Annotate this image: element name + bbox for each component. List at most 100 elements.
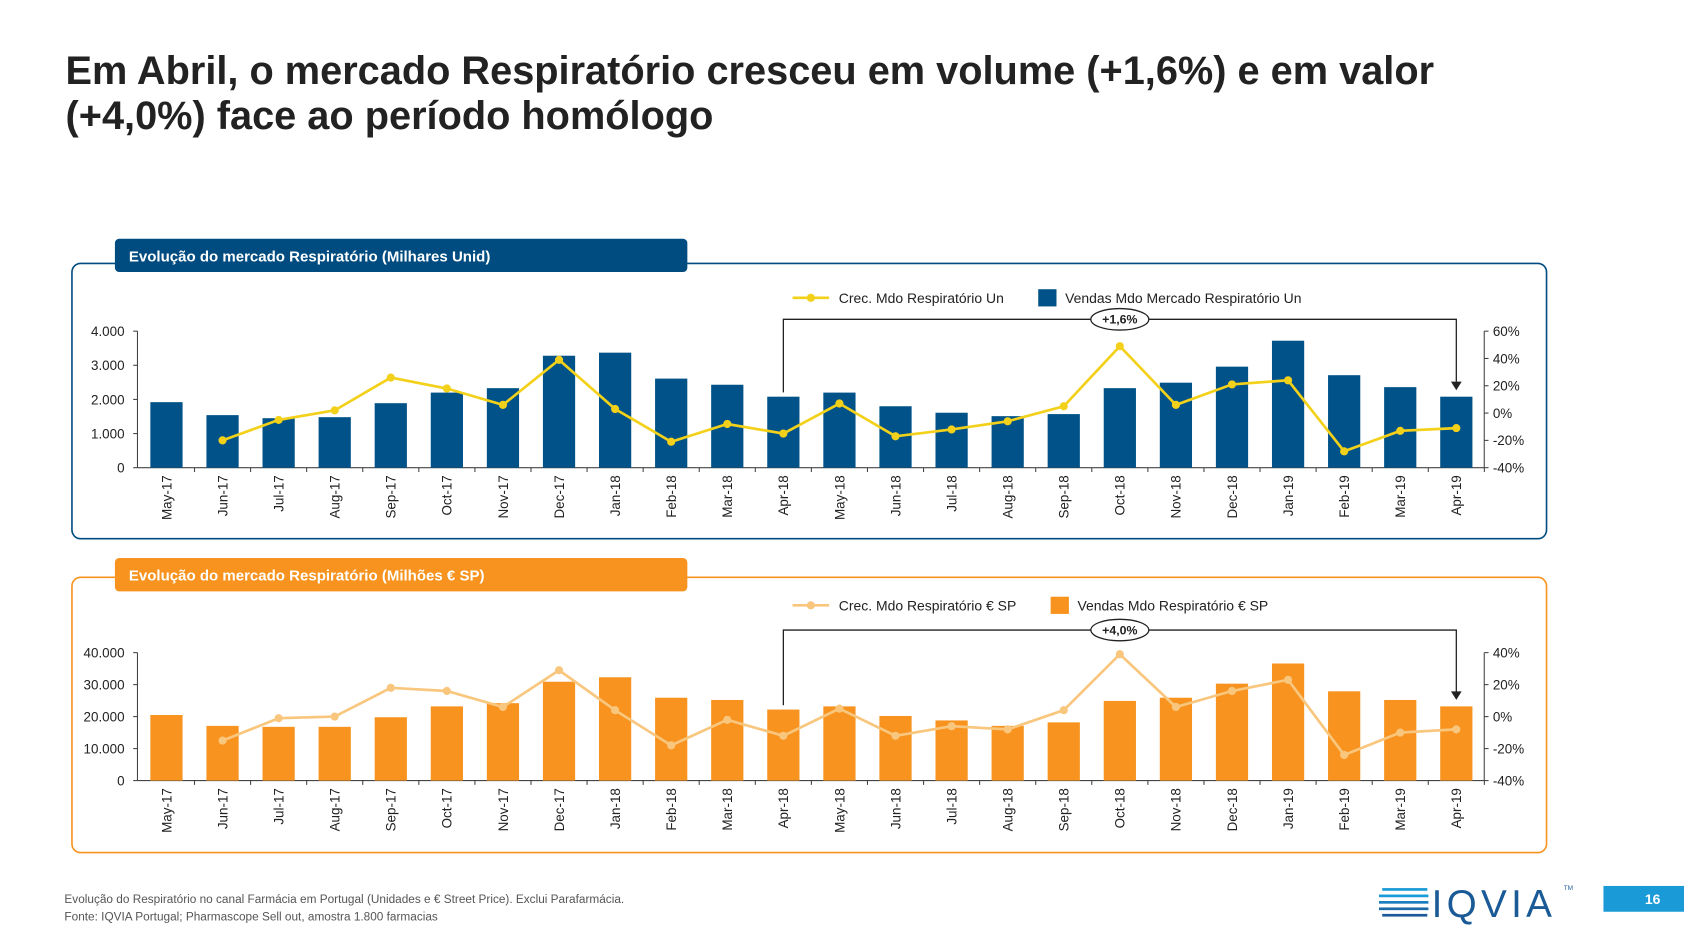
bar bbox=[150, 402, 183, 468]
y-tick-label: 2.000 bbox=[91, 392, 125, 407]
line-point bbox=[1227, 380, 1237, 389]
line-point bbox=[723, 715, 732, 724]
bar bbox=[1271, 340, 1305, 468]
line-point bbox=[1227, 686, 1237, 696]
legend-dot bbox=[806, 293, 815, 302]
x-tick-label: Dec-17 bbox=[552, 788, 567, 831]
x-tick-label: Feb-18 bbox=[664, 788, 679, 831]
legend-swatch bbox=[1038, 289, 1057, 307]
x-tick-label: Mar-19 bbox=[1393, 475, 1408, 518]
bar bbox=[823, 706, 856, 781]
x-tick-label: Nov-18 bbox=[1169, 475, 1184, 518]
x-tick-label: Oct-18 bbox=[1113, 788, 1128, 828]
bar bbox=[879, 715, 912, 781]
y-tick-label: 30.000 bbox=[84, 677, 125, 692]
x-tick-label: Dec-17 bbox=[552, 475, 567, 518]
x-tick-label: Sep-18 bbox=[1057, 788, 1072, 831]
x-tick-label: May-17 bbox=[159, 475, 174, 520]
line-point bbox=[835, 399, 844, 408]
x-tick-label: Jul-17 bbox=[271, 475, 286, 512]
bar bbox=[1384, 699, 1417, 781]
line-point bbox=[1283, 376, 1293, 385]
line-point bbox=[1003, 725, 1012, 734]
bar bbox=[1103, 700, 1136, 781]
bar bbox=[374, 403, 407, 468]
y2-tick-label: -20% bbox=[1493, 741, 1524, 756]
x-tick-label: May-18 bbox=[832, 475, 847, 520]
x-tick-label: Jun-18 bbox=[888, 475, 903, 516]
x-tick-label: Nov-18 bbox=[1169, 788, 1184, 831]
line-point bbox=[498, 400, 508, 409]
bar bbox=[430, 392, 463, 468]
y-tick-label: 40.000 bbox=[84, 645, 125, 660]
bar bbox=[1159, 382, 1193, 468]
line-point bbox=[442, 384, 451, 393]
x-tick-label: Sep-17 bbox=[384, 475, 399, 518]
x-tick-label: Aug-17 bbox=[328, 788, 343, 831]
line-point bbox=[1171, 702, 1180, 712]
y-tick-label: 3.000 bbox=[91, 358, 125, 373]
logo-mark: TM bbox=[1564, 885, 1573, 892]
x-tick-label: Mar-18 bbox=[720, 475, 735, 518]
annotation-arrow bbox=[1450, 691, 1462, 700]
line-point bbox=[1452, 725, 1461, 734]
line-point bbox=[218, 436, 227, 445]
line-point bbox=[1452, 424, 1461, 433]
page-number: 16 bbox=[1645, 891, 1661, 907]
x-tick-label: Jun-17 bbox=[215, 475, 230, 516]
line-point bbox=[330, 712, 339, 721]
x-tick-label: Apr-19 bbox=[1449, 788, 1464, 828]
x-tick-label: Aug-17 bbox=[328, 475, 343, 518]
logo: IQVIA TM bbox=[1378, 883, 1573, 926]
x-tick-label: Nov-17 bbox=[496, 788, 511, 831]
chart-title: Evolução do mercado Respiratório (Milhõe… bbox=[129, 568, 485, 585]
bar bbox=[935, 412, 968, 468]
line-point bbox=[1003, 417, 1012, 426]
x-tick-label: Jun-17 bbox=[215, 788, 230, 829]
line-point bbox=[1115, 342, 1124, 351]
bar bbox=[1103, 388, 1136, 468]
x-tick-label: Jun-18 bbox=[888, 788, 903, 829]
x-tick-label: Apr-19 bbox=[1449, 475, 1464, 515]
legend-label: Crec. Mdo Respiratório € SP bbox=[839, 598, 1016, 614]
line-point bbox=[1340, 447, 1349, 456]
x-tick-label: Oct-18 bbox=[1113, 475, 1128, 515]
y-tick-label: 10.000 bbox=[84, 741, 125, 756]
x-tick-label: Jan-19 bbox=[1281, 475, 1296, 516]
y2-tick-label: 0% bbox=[1493, 406, 1512, 421]
line-point bbox=[1283, 675, 1293, 684]
x-tick-label: Sep-17 bbox=[384, 788, 399, 831]
bar bbox=[1328, 691, 1361, 781]
legend-label: Crec. Mdo Respiratório Un bbox=[839, 290, 1004, 306]
bar bbox=[1159, 697, 1193, 781]
line-point bbox=[386, 683, 395, 692]
bar bbox=[1215, 683, 1249, 781]
y2-tick-label: 20% bbox=[1493, 379, 1520, 394]
line-point bbox=[554, 666, 564, 675]
line-point bbox=[835, 704, 844, 713]
x-tick-label: Aug-18 bbox=[1001, 475, 1016, 518]
annotation-label: +1,6% bbox=[1102, 313, 1137, 327]
page-number-box bbox=[1603, 885, 1684, 912]
x-tick-label: Sep-18 bbox=[1057, 475, 1072, 518]
line-point bbox=[947, 425, 956, 434]
bar bbox=[542, 355, 576, 468]
line-point bbox=[891, 731, 900, 740]
x-tick-label: Jan-18 bbox=[608, 788, 623, 829]
bar bbox=[991, 725, 1024, 781]
line-point bbox=[1396, 426, 1405, 435]
y2-tick-label: -20% bbox=[1493, 433, 1524, 448]
bar bbox=[486, 388, 520, 468]
chart-frame bbox=[71, 576, 1548, 854]
bar bbox=[935, 720, 968, 781]
y-tick-label: 1.000 bbox=[91, 426, 125, 441]
x-tick-label: Oct-17 bbox=[440, 788, 455, 828]
bar bbox=[767, 709, 800, 781]
bar bbox=[318, 417, 351, 468]
line-point bbox=[1115, 650, 1124, 659]
line-point bbox=[779, 731, 788, 740]
bar bbox=[1440, 396, 1473, 468]
bar bbox=[1047, 414, 1080, 468]
x-tick-label: Dec-18 bbox=[1225, 788, 1240, 831]
